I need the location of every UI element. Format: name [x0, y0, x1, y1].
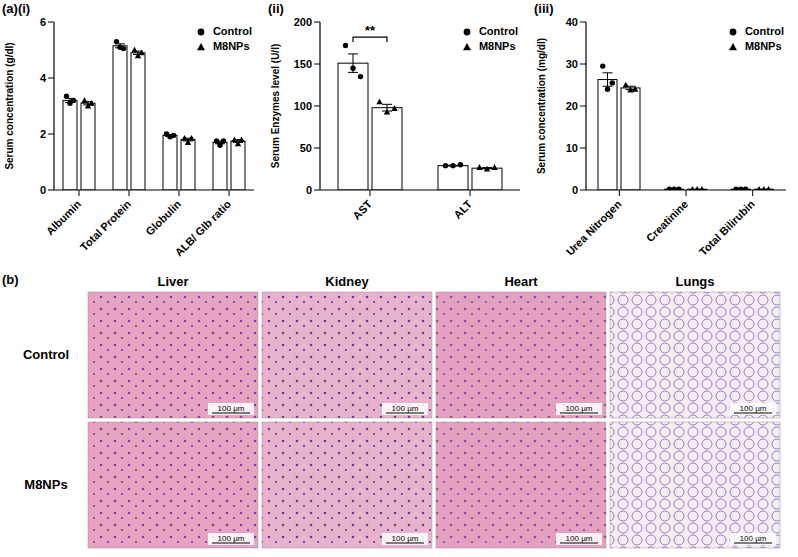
html-text:Heart: Heart	[504, 274, 538, 289]
svg-text:200: 200	[294, 16, 312, 28]
svg-text:Serum Enzymes level (U/l): Serum Enzymes level (U/l)	[270, 44, 281, 169]
svg-text:0: 0	[40, 184, 46, 196]
html-text:(ii): (ii)	[268, 1, 284, 16]
svg-text:0: 0	[572, 184, 578, 196]
html-text:(iii): (iii)	[534, 1, 554, 16]
svg-text:100 µm: 100 µm	[218, 404, 245, 413]
html-text:Control: Control	[22, 347, 70, 362]
html-text:Liver: Liver	[157, 274, 189, 289]
svg-text:10: 10	[566, 142, 578, 154]
html-text:M8NPs: M8NPs	[478, 40, 516, 52]
svg-text:Creatinine: Creatinine	[644, 198, 691, 245]
svg-text:0: 0	[306, 184, 312, 196]
svg-text:100 µm: 100 µm	[566, 404, 593, 413]
svg-text:20: 20	[566, 100, 578, 112]
html-text:M8NPs: M8NPs	[744, 40, 782, 52]
svg-text:6: 6	[40, 16, 46, 28]
svg-text:150: 150	[294, 58, 312, 70]
html-text:Kidney: Kidney	[325, 274, 369, 289]
html-text:(a) (i): (a) (i)	[2, 1, 31, 16]
html-text:Lungs: Lungs	[675, 274, 715, 289]
html-text:M8NPs: M8NPs	[24, 477, 68, 492]
html-text:M8NPs: M8NPs	[212, 40, 250, 52]
svg-text:**: **	[365, 23, 376, 38]
svg-text:ALB/ Glb ratio: ALB/ Glb ratio	[172, 198, 233, 259]
svg-text:100 µm: 100 µm	[740, 534, 767, 543]
svg-text:100: 100	[294, 100, 312, 112]
svg-text:50: 50	[300, 142, 312, 154]
svg-text:100 µm: 100 µm	[392, 404, 419, 413]
svg-text:100 µm: 100 µm	[392, 534, 419, 543]
svg-text:AST: AST	[350, 198, 374, 222]
svg-text:40: 40	[566, 16, 578, 28]
svg-text:100 µm: 100 µm	[218, 534, 245, 543]
svg-text:100 µm: 100 µm	[566, 534, 593, 543]
svg-text:Serum concentration (mg/dl): Serum concentration (mg/dl)	[536, 38, 547, 174]
svg-text:Serum concentration (g/dl): Serum concentration (g/dl)	[4, 42, 15, 169]
svg-text:Globulin: Globulin	[143, 198, 183, 238]
html-text:Control: Control	[478, 25, 518, 37]
svg-text:4: 4	[40, 72, 47, 84]
html-text:Control: Control	[744, 25, 784, 37]
html-text:(b): (b)	[2, 272, 19, 287]
svg-text:Total Protein: Total Protein	[78, 198, 134, 254]
svg-text:Total Bilirubin: Total Bilirubin	[697, 198, 757, 258]
html-text:Control: Control	[212, 25, 252, 37]
svg-text:Urea Nitrogen: Urea Nitrogen	[564, 198, 624, 258]
svg-text:ALT: ALT	[451, 198, 474, 221]
svg-text:30: 30	[566, 58, 578, 70]
svg-text:Albumin: Albumin	[44, 198, 84, 238]
svg-text:100 µm: 100 µm	[740, 404, 767, 413]
svg-text:2: 2	[40, 128, 46, 140]
